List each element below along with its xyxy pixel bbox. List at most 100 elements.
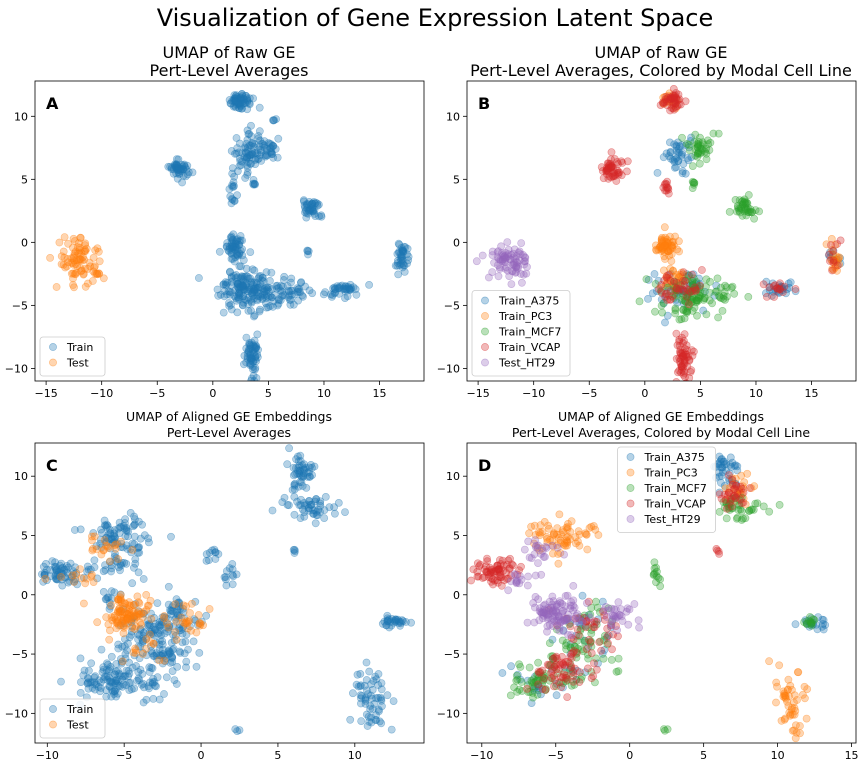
panel-a-point <box>305 197 314 206</box>
panel-a-point <box>76 263 85 272</box>
panel-b-point <box>666 95 674 104</box>
panel-a-point <box>231 242 239 251</box>
panel-a-point <box>61 263 70 272</box>
panel-b-point <box>680 367 688 376</box>
panel-a-point <box>230 101 239 110</box>
panel-a-point <box>174 165 183 174</box>
panel-b-point <box>664 247 673 256</box>
panel-b-point <box>665 251 674 260</box>
panel-a-point <box>401 243 410 252</box>
panel-c-point <box>102 595 111 603</box>
panel-a-point <box>395 261 404 270</box>
panel-a-point <box>250 311 259 320</box>
panel-b-point <box>687 295 696 304</box>
panel-b-subtitle: Pert-Level Averages, Colored by Modal Ce… <box>470 61 852 80</box>
panel-b-point <box>831 262 840 271</box>
panel-b-point <box>603 167 612 176</box>
panel-a-point <box>232 236 241 244</box>
panel-a-point <box>237 95 246 104</box>
panel-c-xtick-label: 5 <box>274 749 281 762</box>
panel-c-point <box>305 506 313 515</box>
panel-c-point <box>134 630 143 639</box>
panel-c-point <box>129 613 138 622</box>
panel-b-point <box>661 233 670 242</box>
panel-a-point <box>253 283 262 292</box>
panel-a-point <box>228 235 237 244</box>
panel-b-point <box>506 255 514 264</box>
panel-c-point <box>179 604 187 613</box>
panel-c-point <box>383 617 392 625</box>
panel-c-point <box>377 679 386 687</box>
panel-c-point <box>173 610 182 619</box>
panel-a-point <box>69 281 77 289</box>
panel-b-point <box>694 296 703 305</box>
panel-a-point <box>238 149 247 158</box>
panel-c-point <box>99 567 108 576</box>
panel-b-point <box>775 285 784 294</box>
panel-c-point <box>40 571 49 580</box>
panel-a-point <box>398 245 407 254</box>
panel-a-point <box>70 249 79 258</box>
panel-b-point <box>472 257 481 266</box>
panel-a-point <box>262 294 271 302</box>
panel-b-point <box>829 247 838 255</box>
panel-c-point <box>130 540 139 549</box>
panel-c-point <box>187 626 195 635</box>
panel-d-ytick-label: −10 <box>437 707 460 720</box>
panel-c-point <box>129 522 138 531</box>
panel-b-point <box>610 170 619 179</box>
panel-a-point <box>271 145 280 153</box>
panel-b-point <box>732 207 741 216</box>
panel-a-point <box>251 364 260 372</box>
panel-c-point <box>169 622 178 631</box>
panel-b-point <box>693 296 701 305</box>
panel-b-point <box>673 341 682 350</box>
panel-c-point <box>278 498 287 506</box>
panel-a-point <box>69 274 77 283</box>
panel-c-point <box>80 573 88 582</box>
panel-d-point <box>560 550 568 559</box>
panel-a-point <box>243 349 252 358</box>
panel-a-point <box>246 159 255 168</box>
panel-b-point <box>673 102 682 111</box>
panel-c-point <box>112 679 121 688</box>
panel-a-point <box>227 232 236 241</box>
panel-b-point <box>748 208 756 216</box>
panel-c-point <box>116 671 125 680</box>
panel-a-ytick-label: 10 <box>14 110 28 123</box>
panel-a-point <box>308 207 317 216</box>
panel-b-xtick-label: 5 <box>697 387 704 400</box>
panel-a-point <box>272 282 281 290</box>
panel-b-point <box>654 245 663 254</box>
panel-a-point <box>251 341 260 350</box>
panel-a-point <box>231 253 240 262</box>
panel-a-point <box>227 242 236 250</box>
panel-c-point <box>133 676 141 685</box>
panel-c-point <box>99 588 108 596</box>
panel-a-point <box>346 280 355 289</box>
panel-d-point <box>635 623 643 632</box>
panel-a-point <box>231 96 240 105</box>
panel-a-point <box>172 160 181 169</box>
panel-a-point <box>284 286 293 295</box>
panel-a-point <box>81 282 90 291</box>
panel-b-point <box>501 258 510 267</box>
panel-b-point <box>658 239 667 248</box>
panel-a-point <box>233 167 242 176</box>
panel-c-point <box>312 511 321 519</box>
panel-b-point <box>658 245 666 254</box>
panel-a-point <box>225 244 234 253</box>
panel-c-point <box>391 617 400 626</box>
panel-b-point <box>675 284 684 293</box>
panel-c-point <box>221 575 230 584</box>
panel-a-point <box>246 356 255 365</box>
panel-b-point <box>679 360 687 369</box>
panel-c-point <box>112 692 120 701</box>
panel-a-point <box>79 270 88 279</box>
panel-c-point <box>314 505 323 514</box>
panel-b-point <box>685 271 694 280</box>
panel-b-point <box>742 198 751 207</box>
panel-b-point <box>743 199 752 208</box>
panel-c-point <box>163 627 172 636</box>
panel-c-point <box>357 692 366 700</box>
